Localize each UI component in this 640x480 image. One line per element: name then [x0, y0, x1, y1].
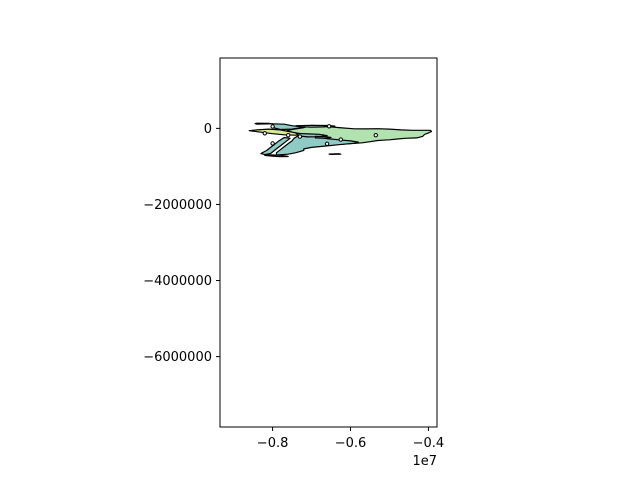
- x-tick-label-1: −0.8: [257, 436, 289, 451]
- plot-area: [219, 57, 438, 428]
- y-axis: 0 −2000000 −4000000 −6000000: [143, 122, 220, 365]
- buffer-hole-9: [324, 141, 330, 147]
- y-tick-label-3: −4000000: [143, 274, 212, 289]
- y-tick-label-1: 0: [204, 122, 212, 137]
- buffer-hole-2: [326, 124, 332, 129]
- y-tick-label-4: −6000000: [143, 350, 212, 365]
- x-tick-label-2: −0.6: [335, 436, 367, 451]
- buffer-hole-3: [262, 131, 267, 136]
- regions-layer: [248, 122, 433, 158]
- y-tick-label-2: −2000000: [143, 198, 212, 213]
- buffer-hole-7: [338, 137, 343, 142]
- x-axis-offset-label: 1e7: [412, 454, 437, 469]
- x-tick-label-3: −0.4: [413, 436, 445, 451]
- buffer-hole-1: [270, 124, 275, 129]
- region-south-tip: [264, 154, 289, 158]
- axes-frame: [219, 57, 438, 428]
- x-axis: −0.8 −0.6 −0.4: [257, 427, 444, 451]
- region-paraguay: [314, 135, 332, 139]
- buffer-hole-8: [270, 141, 275, 146]
- buffer-hole-5: [297, 134, 303, 139]
- region-panama: [254, 122, 274, 125]
- holes-layer: [262, 124, 378, 147]
- buffer-hole-4: [286, 133, 291, 138]
- region-argentina: [275, 135, 359, 156]
- region-falklands: [328, 153, 342, 155]
- buffer-hole-6: [373, 133, 378, 138]
